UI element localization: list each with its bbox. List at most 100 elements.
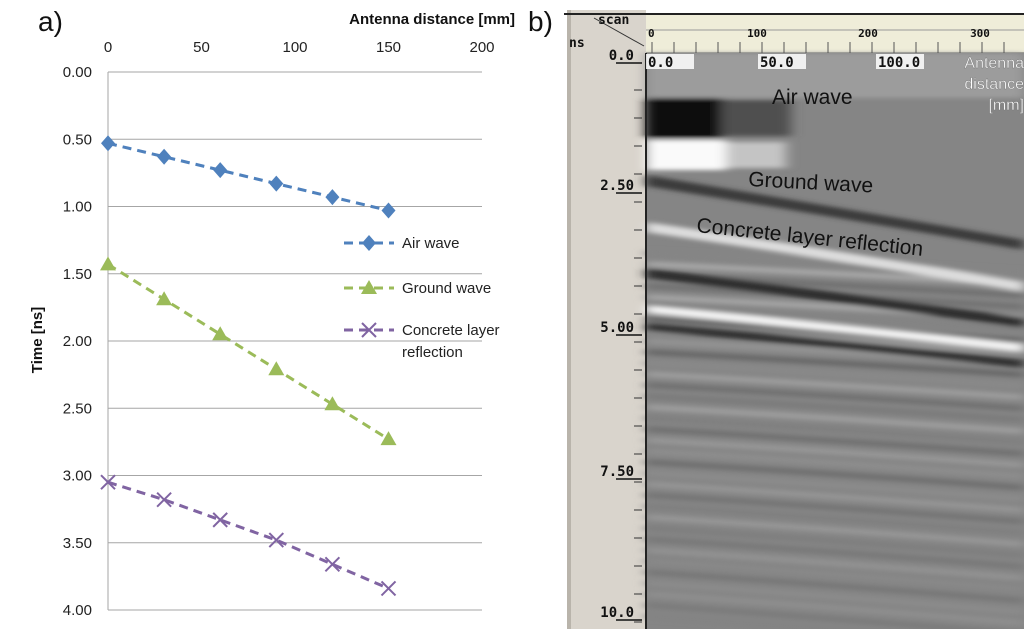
panel-a-label: a) [38, 6, 63, 37]
reflection-band [646, 591, 1024, 627]
x-tick-label: 50 [193, 39, 210, 56]
time-tick-label: 0.0 [609, 48, 634, 64]
reflection-band [646, 437, 1024, 469]
time-axis-title: ns [569, 36, 585, 51]
reflection-band [646, 305, 1024, 333]
data-point [101, 135, 115, 152]
distance-tick-label: 0.0 [648, 55, 673, 71]
reflection-band [646, 492, 1024, 525]
reflection-band [646, 261, 1024, 288]
reflection-band [646, 415, 1024, 446]
x-axis-title: Antenna distance [mm] [349, 11, 515, 28]
series-concrete-layer-reflection [100, 474, 397, 597]
y-tick-label: 3.50 [63, 535, 92, 552]
x-tick-label: 150 [376, 39, 401, 56]
reflection-band [646, 602, 994, 629]
ground-wave-bright-band [646, 140, 726, 170]
y-tick-label: 2.50 [63, 400, 92, 417]
data-point [268, 361, 285, 376]
data-point [324, 556, 341, 572]
radargram-image [646, 53, 1024, 629]
distance-tick-label: 50.0 [760, 55, 794, 71]
gridlines [108, 71, 482, 611]
bright-band [646, 222, 1024, 292]
data-point [100, 256, 116, 271]
y-tick-label: 1.00 [63, 199, 92, 216]
data-point [269, 175, 284, 192]
distance-axis-label: Antenna distance [mm] [964, 55, 1024, 114]
data-point [212, 512, 228, 528]
time-tick-labels: 0.0 2.50 5.00 7.50 10.0 [600, 48, 642, 623]
y-tick-label: 1.50 [63, 266, 92, 283]
scan-ruler-background [646, 14, 1024, 53]
reflection-band [646, 404, 1024, 435]
data-point [212, 326, 229, 341]
legend-item: Air wave [344, 235, 460, 252]
tick-label-background [876, 54, 924, 69]
y-tick-label: 4.00 [63, 602, 92, 619]
series-line [107, 141, 389, 212]
legend-marker [361, 322, 377, 338]
dark-band [646, 323, 1024, 368]
series-air-wave [101, 135, 396, 219]
air-wave-fade [721, 100, 791, 136]
reflection-band [646, 569, 1024, 604]
legend-label: Ground wave [402, 280, 491, 297]
scan-tick-label: 100 [747, 27, 767, 40]
reflection-band [646, 338, 1024, 367]
legend-label: Concrete layer reflection [402, 322, 500, 361]
y-tick-label: 0.50 [63, 131, 92, 148]
time-tick-label: 7.50 [600, 464, 634, 480]
scan-tick-label: 0 [648, 27, 655, 40]
data-point [157, 148, 172, 165]
y-tick-label: 3.00 [63, 468, 92, 485]
ground-wave-fade [726, 142, 786, 168]
distance-axis-label-line: [mm] [988, 97, 1024, 114]
time-tick-label: 5.00 [600, 320, 634, 336]
data-point [100, 474, 116, 490]
dark-band [646, 268, 1024, 328]
data-point [213, 162, 228, 179]
series-layer [100, 135, 397, 597]
distance-tick-labels: 0.0 50.0 100.0 [646, 54, 924, 71]
tick-label-background [646, 54, 694, 69]
reflection-band [646, 580, 1024, 615]
y-tick-label: 0.00 [63, 64, 92, 81]
y-axis-title: Time [ns] [29, 307, 46, 373]
legend-item: Ground wave [344, 280, 491, 297]
reflection-bands [646, 53, 1024, 629]
distance-tick-label: 100.0 [878, 55, 920, 71]
legend-marker [362, 235, 376, 251]
reflection-band [646, 481, 1024, 514]
reflection-band [646, 514, 1024, 548]
bright-band [646, 305, 1024, 352]
data-point [380, 431, 397, 446]
reflection-band [646, 503, 1024, 536]
data-point [325, 189, 340, 206]
scan-tick-label: 300 [970, 27, 990, 40]
y-tick-labels: 0.00 0.50 1.00 1.50 2.00 2.50 3.00 3.50 4.00 [63, 64, 92, 619]
time-tick-label: 10.0 [600, 605, 634, 621]
reflection-band [646, 558, 1024, 593]
time-tick-label: 2.50 [600, 178, 634, 194]
dark-band [646, 175, 1024, 250]
data-point [156, 291, 173, 306]
reflection-band [646, 536, 1024, 570]
reflection-band [646, 382, 1024, 412]
data-point [268, 532, 285, 548]
legend: Air wave Ground wave Concrete layer reflect… [344, 235, 500, 361]
reflection-band [646, 360, 1024, 389]
legend-item: Concrete layer reflection [344, 322, 500, 361]
reflection-band [646, 272, 1024, 299]
x-tick-label: 0 [104, 39, 112, 56]
distance-axis-label-line: distance [964, 76, 1024, 93]
reflection-band [646, 525, 1024, 559]
distance-axis-label-line: Antenna [964, 55, 1024, 72]
shade-block [646, 53, 1024, 98]
reflection-band [646, 393, 1024, 423]
tick-label-background [758, 54, 806, 69]
reflection-band [646, 448, 1024, 480]
scan-tick-label: 200 [858, 27, 878, 40]
reflection-band [646, 349, 1024, 378]
